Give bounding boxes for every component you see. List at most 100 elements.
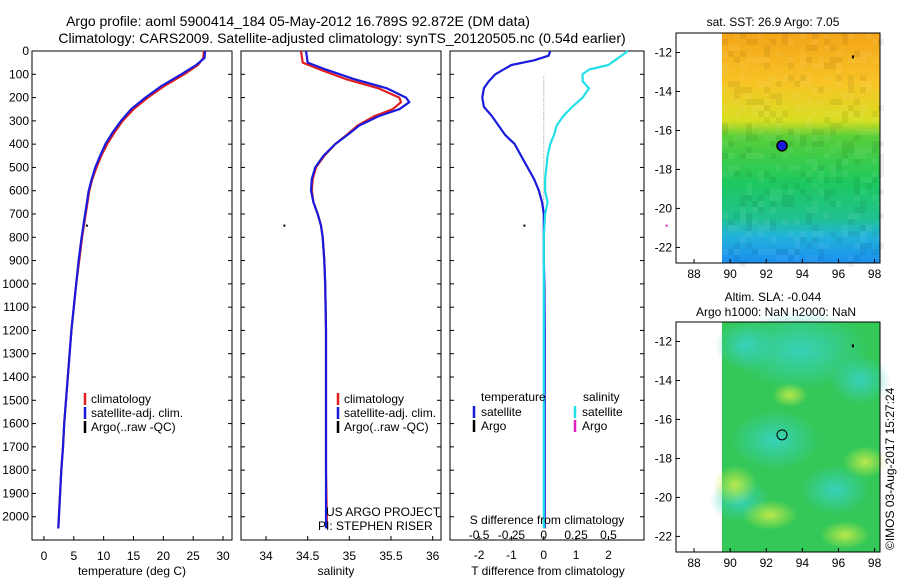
sst-pixel (758, 231, 764, 237)
sst-pixel (752, 135, 758, 141)
sst-pixel (728, 153, 734, 159)
x-tick-label: 98 (868, 556, 882, 570)
sst-pixel (830, 99, 836, 105)
sst-pixel (848, 81, 854, 87)
sst-pixel (758, 249, 764, 255)
sst-pixel (776, 99, 782, 105)
sst-pixel (812, 225, 818, 231)
sst-pixel (788, 141, 794, 147)
sst-pixel (830, 129, 836, 135)
sst-pixel (830, 231, 836, 237)
sst-pixel (812, 237, 818, 243)
sst-pixel (800, 57, 806, 63)
sst-pixel (848, 213, 854, 219)
sst-pixel (728, 249, 734, 255)
sst-pixel (836, 141, 842, 147)
sst-pixel (872, 159, 878, 165)
sst-pixel (764, 189, 770, 195)
sst-pixel (788, 189, 794, 195)
salinity-panel: 34 34.5 35 35.5 36 salinity climatology sate… (240, 50, 442, 578)
sst-pixel (740, 153, 746, 159)
sst-pixel (818, 57, 824, 63)
sst-pixel (800, 75, 806, 81)
sst-pixel (722, 171, 728, 177)
sst-pixel (860, 231, 866, 237)
sst-pixel (758, 33, 764, 39)
sst-pixel (740, 135, 746, 141)
sst-pixel (764, 117, 770, 123)
legend-title-temperature: temperature (481, 390, 546, 404)
y-tick-label: 300 (9, 114, 29, 128)
legend-label-satellite: satellite-adj. clim. (344, 406, 436, 420)
sla-map-title-1: Altim. SLA: -0.044 (725, 290, 822, 304)
sst-pixel (818, 189, 824, 195)
sst-pixel (824, 75, 830, 81)
sst-pixel (800, 231, 806, 237)
sst-pixel (728, 51, 734, 57)
profile-location-marker (776, 140, 788, 152)
y-tick-label: -12 (655, 45, 673, 59)
sst-pixel (794, 105, 800, 111)
sst-pixel (734, 33, 740, 39)
y-tick-label: -12 (655, 334, 673, 348)
sst-pixel (806, 219, 812, 225)
sst-pixel (764, 51, 770, 57)
sst-pixel (824, 63, 830, 69)
sst-map-axes (675, 32, 881, 264)
y-tick-label: 1000 (2, 277, 29, 291)
sst-pixel (836, 75, 842, 81)
sst-pixel (740, 219, 746, 225)
sst-pixel (878, 159, 884, 165)
sst-pixel (740, 237, 746, 243)
sst-pixel (830, 147, 836, 153)
sst-pixel (878, 255, 884, 261)
y-tick-label: 1600 (2, 417, 29, 431)
sst-pixel (860, 87, 866, 93)
sst-pixel (836, 165, 842, 171)
sst-pixel (878, 105, 884, 111)
sst-pixel (764, 261, 770, 267)
x-tick-label: 5 (70, 549, 77, 563)
sst-pixel (824, 243, 830, 249)
sst-pixel (734, 45, 740, 51)
y-tick-label: 200 (9, 91, 29, 105)
sst-pixel (788, 201, 794, 207)
x-tick-label: 34 (259, 549, 273, 563)
sst-pixel (866, 225, 872, 231)
sst-pixel (878, 153, 884, 159)
sst-pixel (764, 57, 770, 63)
sst-pixel (812, 159, 818, 165)
t-difference-xlabel: T difference from climatology (471, 564, 625, 578)
sst-pixel (836, 51, 842, 57)
y-tick-label: 1500 (2, 393, 29, 407)
sst-pixel (728, 225, 734, 231)
difference-legend: temperature salinity satellite Argo sate… (472, 390, 623, 433)
difference-panel: -2 -1 0 1 2 -0.5 -0.25 0 0.25 0.5 S difference fr… (449, 50, 668, 578)
sst-pixel (794, 249, 800, 255)
x-tick-label: 88 (687, 556, 701, 570)
sst-pixel (746, 183, 752, 189)
sst-pixel (806, 123, 812, 129)
sst-pixel (764, 135, 770, 141)
y-tick-label: 900 (9, 254, 29, 268)
sst-pixel (752, 201, 758, 207)
sst-pixel (788, 63, 794, 69)
sst-pixel (794, 165, 800, 171)
sst-pixel (842, 159, 848, 165)
sst-pixel (746, 39, 752, 45)
sst-pixel (794, 243, 800, 249)
sst-pixel (860, 201, 866, 207)
sst-field (722, 33, 880, 263)
argo-point (665, 224, 668, 227)
sst-pixel (734, 255, 740, 261)
sla-anomaly-patch (772, 383, 808, 407)
sst-pixel (728, 219, 734, 225)
sst-pixel (806, 207, 812, 213)
sst-pixel (734, 93, 740, 99)
sst-pixel (782, 201, 788, 207)
x-tick-label: 25 (187, 549, 201, 563)
sst-pixel (746, 123, 752, 129)
sst-pixel (782, 111, 788, 117)
sst-pixel (836, 57, 842, 63)
sst-pixel (746, 147, 752, 153)
